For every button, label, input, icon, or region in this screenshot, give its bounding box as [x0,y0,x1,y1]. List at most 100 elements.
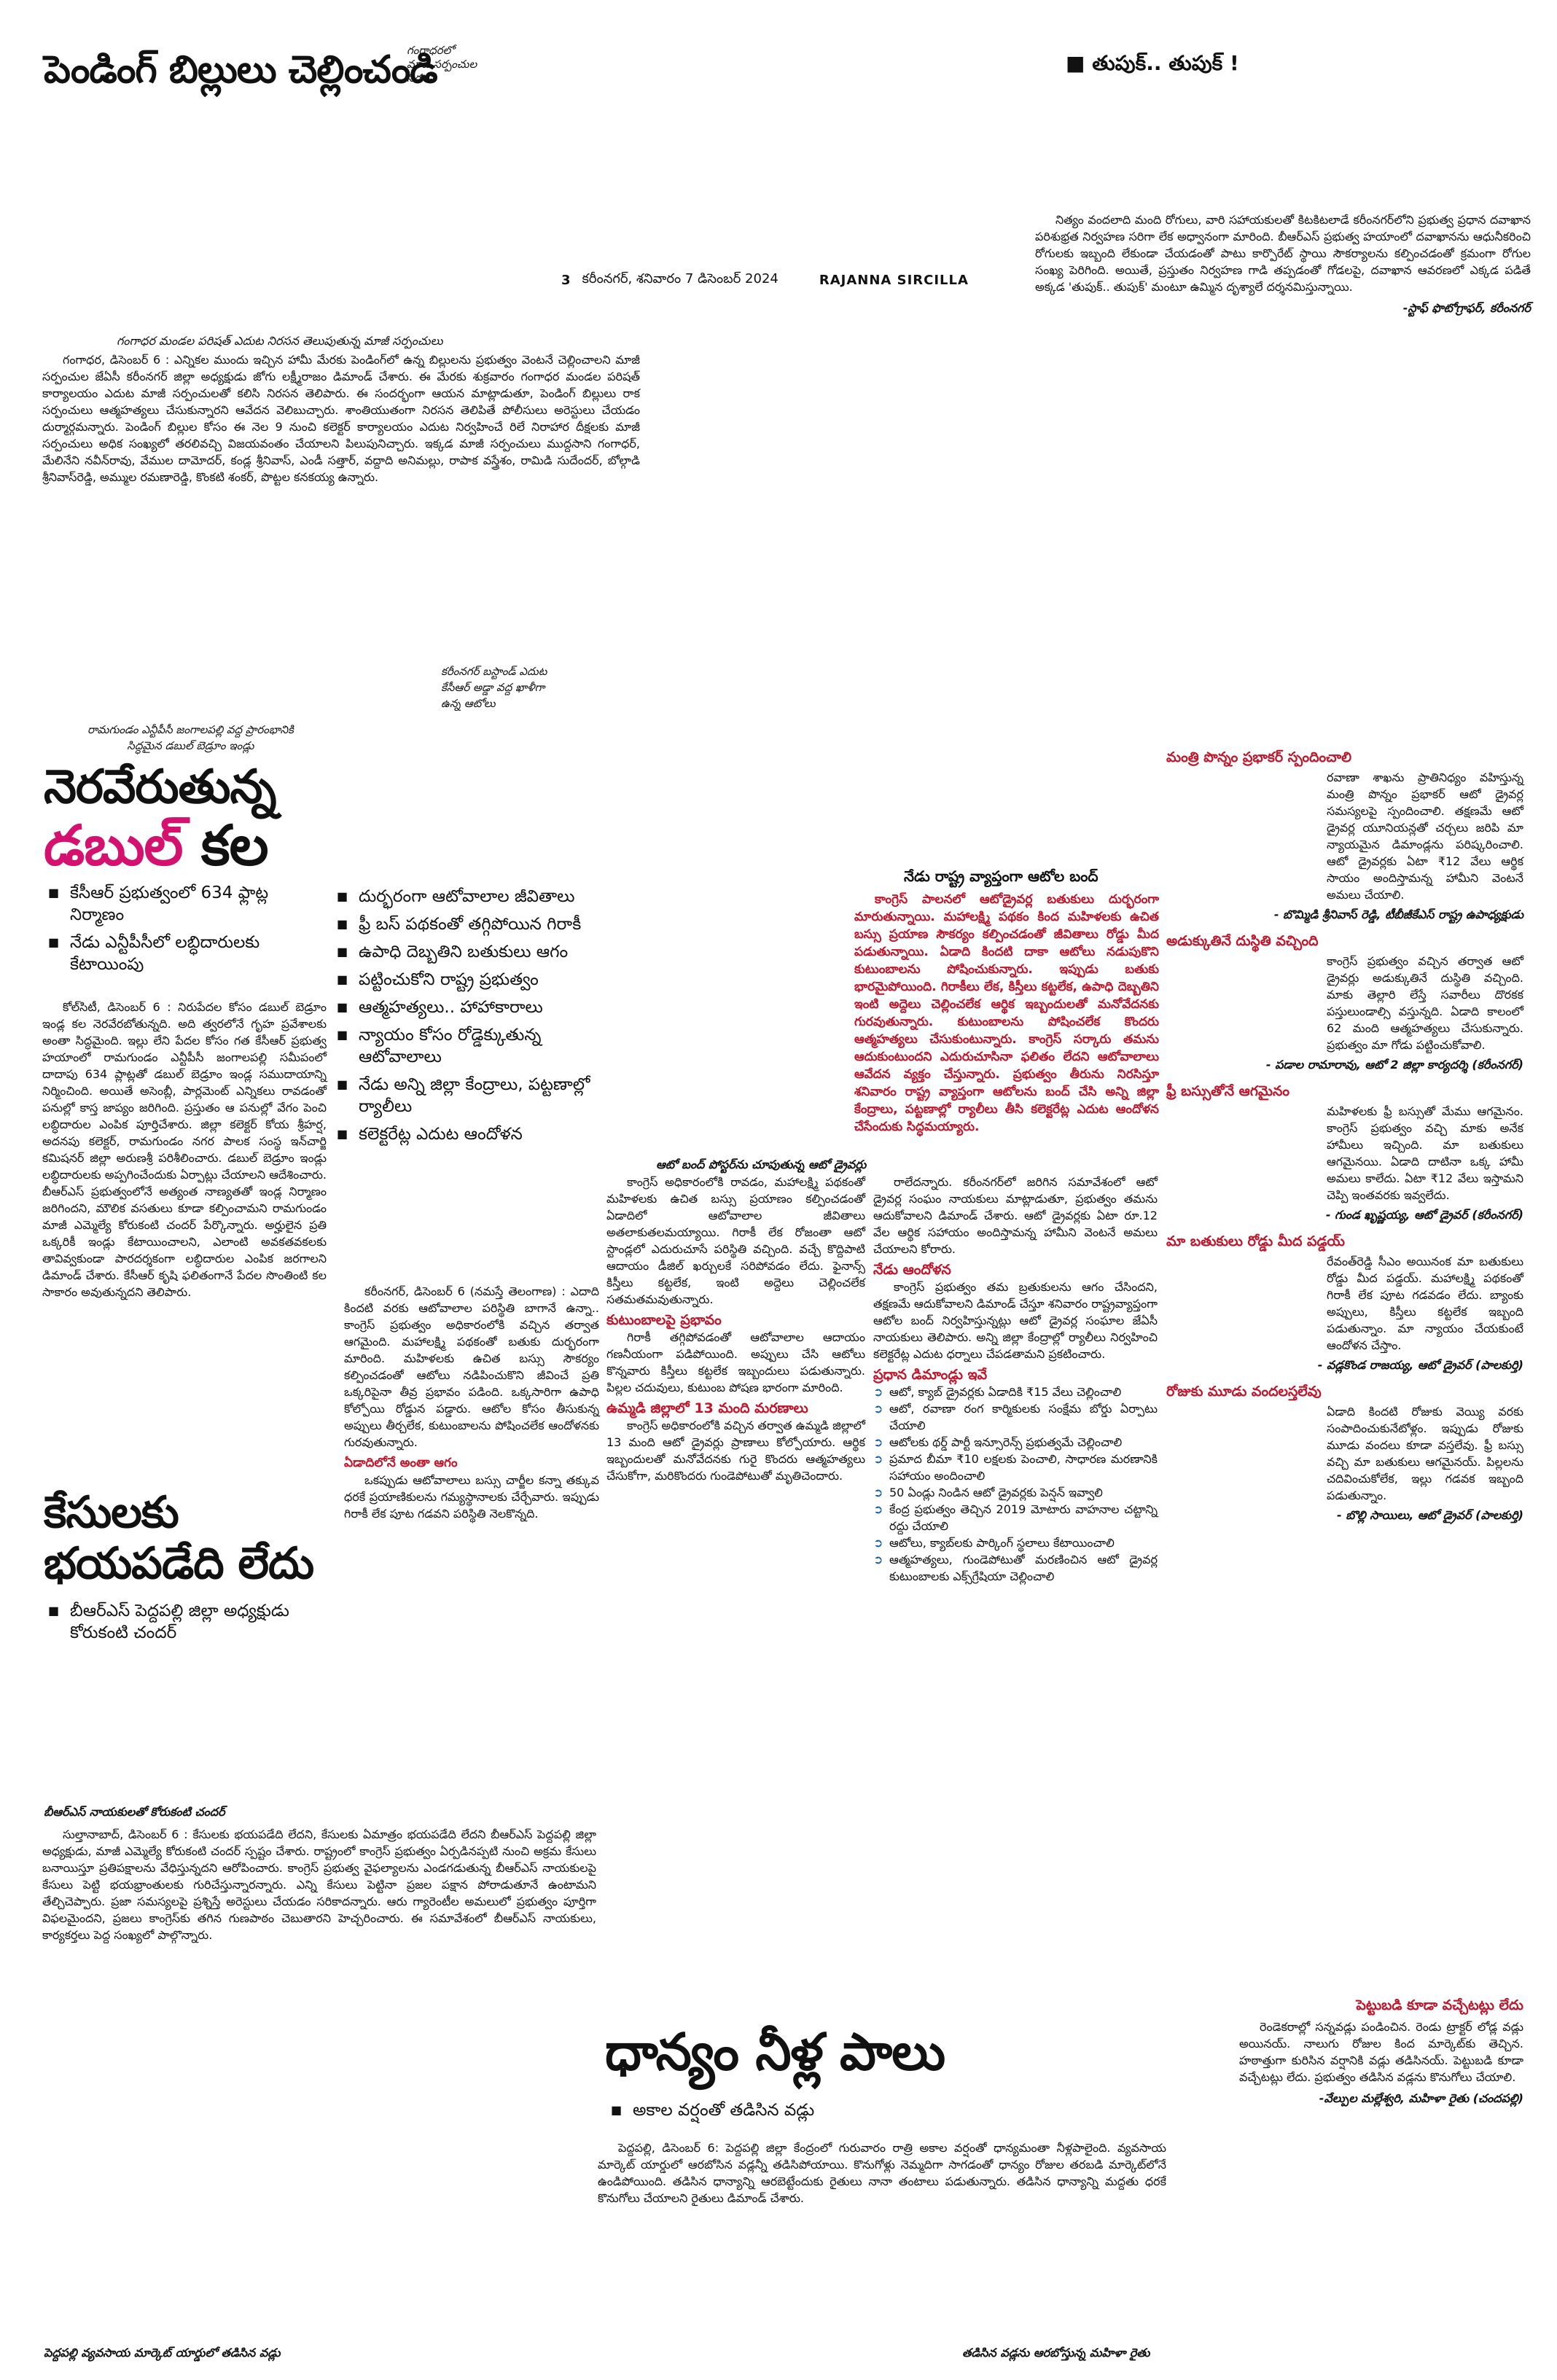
grain-headline: ధాన్యం నీళ్ల పాలు [605,2022,945,2082]
double-bed-bullet: నేడు ఎన్టీపీసీలో లబ్ధిదారులకు కేటాయింపు [45,932,322,975]
voice-credit: - బొల్లి సాయిలు, ఆటో డ్రైవర్ (పాలకుర్తి) [1337,1508,1523,1522]
auto-col-1: కరీంనగర్, డిసెంబర్ 6 (నమస్తే తెలంగాణ) : … [344,1283,599,1526]
page-number: 3 [561,273,571,288]
tupuk-title: తుపుక్.. తుపుక్ ! [1092,51,1239,75]
pending-bills-side-caption: గంగాధరలో మాజీ సర్పంచుల నిరసన [407,44,477,85]
folio: 3 కరీంనగర్, శనివారం 7 డిసెంబర్ 2024 RAJA… [561,271,1035,289]
voice-head: ఫ్రీ బస్సుతోనే ఆగమైనం [1166,1083,1289,1099]
dateline: కరీంనగర్, శనివారం 7 డిసెంబర్ 2024 [582,271,778,286]
arrow-icon: ➲ [873,1385,883,1399]
voice-credit: - పడాల రామారావు, ఆటో 2 జిల్లా కార్యదర్శి… [1265,1058,1523,1072]
grain-paragraph: పెద్దపల్లి, డిసెంబర్ 6: పెద్దపల్లి జిల్ల… [598,2141,1166,2205]
caption-line: కేసీఆర్ అడ్డా వద్ద ఖాళీగా [441,681,545,694]
cases-body: సుల్తానాబాద్, డిసెంబర్ 6 : కేసులకు భయపడే… [42,1826,596,1948]
edition-name: RAJANNA SIRCILLA [819,273,969,288]
tractor-credit: -వేల్పుల మల్లేశ్వరి, మహిళా రైతు (చందపల్ల… [1319,2091,1523,2105]
pending-bills-photo-caption: గంగాధర మండల పరిషత్ ఎదుట నిరసన తెలుపుతున్… [117,334,443,348]
demand-text: 50 ఏండ్లు నిండిన ఆటో డ్రైవర్లకు పెన్షన్ … [889,1486,1103,1499]
caption-line: ఉన్న ఆటోలు [441,697,496,710]
side-caption-line: మాజీ సర్పంచుల [407,58,477,71]
auto-bullet: పట్టించుకోని రాష్ట్ర ప్రభుత్వం [334,969,596,991]
auto-red-box: కాంగ్రెస్ పాలనలో ఆటోడ్రైవర్ల బతుకులు దుర… [854,891,1159,1140]
voice-block: మా బతుకులు రోడ్డు మీద పడ్డయ్ రేవంత్‌రెడ్… [1166,1233,1523,1373]
voice-credit: - వడ్లకొండ రాజయ్య, ఆటో డ్రైవర్ (పాలకుర్త… [1317,1358,1523,1372]
demand-item: ➲ ఆటోలు, క్యాబ్‌లకు పార్కింగ్ స్థలాలు కేట… [873,1534,1158,1551]
voice-block: మంత్రి పొన్నం ప్రభాకర్ స్పందించాలి రవాణా… [1166,749,1523,923]
demand-text: ఆటోలు, క్యాబ్‌లకు పార్కింగ్ స్థలాలు కేటా… [889,1536,1115,1550]
arrow-icon: ➲ [873,1553,883,1566]
pending-bills-body: గంగాధర, డిసెంబర్ 6 : ఎన్నికల ముందు ఇచ్చి… [42,351,640,490]
bullet-icon: ■ [1066,51,1093,75]
double-bed-bullets: కేసీఆర్ ప్రభుత్వంలో 634 ఫ్లాట్ల నిర్మాణం… [45,882,322,981]
auto-paragraph: కాంగ్రెస్ అధికారంలోకి రావడం, మహాలక్ష్మి … [606,1175,865,1306]
auto-bullet: కలెక్టరేట్ల ఎదుట ఆందోళన [334,1123,596,1145]
auto-col-2: కాంగ్రెస్ అధికారంలోకి రావడం, మహాలక్ష్మి … [606,1174,865,1489]
tupuk-credit: -స్టాఫ్ ఫొటోగ్రాఫర్, కరీంనగర్ [1402,301,1531,315]
auto-bullet: ఉపాధి దెబ్బతిని బతుకులు ఆగం [334,941,596,963]
demand-item: ➲ ప్రమాద బీమా ₹10 లక్షలకు పెంచాలి, సాధారణ… [873,1451,1158,1484]
auto-bullet: నేడు అన్ని జిల్లా కేంద్రాలు, పట్టణాల్లో … [334,1074,596,1117]
auto-bullet: న్యాయం కోసం రోడ్డెక్కుతున్న ఆటోవాలాలు [334,1024,596,1068]
demand-text: ఆటో, రవాణా రంగ కార్మికులకు సంక్షేమ బోర్డ… [889,1402,1158,1432]
pending-bills-headline: పెండింగ్ బిల్లులు చెల్లించండి [44,48,438,92]
pending-bills-paragraph: గంగాధర, డిసెంబర్ 6 : ఎన్నికల ముందు ఇచ్చి… [42,353,640,484]
demand-item: ➲ ఆటో, క్యాబ్ డ్రైవర్లకు ఏడాదికి ₹15 వేలు… [873,1384,1158,1400]
demand-item: ➲ ఆటో, రవాణా రంగ కార్మికులకు సంక్షేమ బోర్… [873,1400,1158,1434]
demands-list: ➲ ఆటో, క్యాబ్ డ్రైవర్లకు ఏడాదికి ₹15 వేలు… [873,1384,1158,1585]
tupuk-headline: ■ తుపుక్.. తుపుక్ ! [1066,51,1239,80]
voice-head: అడుక్కుతినే దుస్థితి వచ్చింది [1166,933,1319,949]
auto-paragraph: కరీంనగర్, డిసెంబర్ 6 (నమస్తే తెలంగాణ) : … [344,1284,599,1449]
demand-text: ఆటోలకు థర్డ్ పార్టీ ఇన్సూరెన్స్ ప్రభుత్వ… [889,1435,1123,1449]
double-bed-headline-line2: డబుల్ కల [44,818,268,873]
demand-item: ➲ ఆత్మహత్యలు, గుండెపోటుతో మరణించిన ఆటో డ్… [873,1551,1158,1585]
busstand-photo-caption: కరీంనగర్ బస్టాండ్ ఎదుట కేసీఆర్ అడ్డా వద్… [441,663,547,711]
cases-bullets: బీఆర్ఎస్ పెద్దపల్లి జిల్లా అధ్యక్షుడు కో… [45,1600,351,1650]
caption-line: కరీంనగర్ బస్టాండ్ ఎదుట [441,665,547,678]
voice-credit: - బొమ్మిడి శ్రీనివాస్ రెడ్డి, టీబీజీకేఎస… [1273,908,1523,921]
vanish-subhead: ఏడాదిలోనే అంతా ఆగం [344,1456,458,1470]
auto-paragraph: కాంగ్రెస్ ప్రభుత్వం తమ బ్రతుకులను ఆగం చే… [873,1280,1158,1361]
voice-text: రవాణా శాఖను ప్రాతినిధ్యం వహిస్తున్న మంత్… [1327,770,1523,902]
caption-line: రామగుండం ఎన్టీపీసీ జంగాలపల్లి వద్ద ప్రార… [87,723,294,736]
demand-item: ➲ 50 ఏండ్లు నిండిన ఆటో డ్రైవర్లకు పెన్షన్… [873,1484,1158,1501]
auto-bullet: ఆత్మహత్యలు.. హాహాకారాలు [334,996,596,1018]
auto-paragraph: గిరాకీ తగ్గిపోవడంతో ఆటోవాలాల ఆదాయం గణనీయ… [606,1330,865,1394]
double-bed-body: కోల్‌సిటీ, డిసెంబర్ 6 : నిరుపేదల కోసం డబ… [42,999,327,1305]
voice-credit: - గుండ ఖృష్ణయ్య, ఆటో డ్రైవర్ (కరీంనగర్) [1325,1208,1523,1222]
grain-caption-left: పెద్దపల్లి వ్యవసాయ మార్కెట్ యార్డులో తడి… [44,2346,281,2360]
auto-bullet: ఫ్రీ బస్ పథకంతో తగ్గిపోయిన గిరాకీ [334,913,596,935]
demand-item: ➲ కేంద్ర ప్రభుత్వం తెచ్చిన 2019 మోటారు వా… [873,1501,1158,1534]
arrow-icon: ➲ [873,1502,883,1516]
red-box-paragraph: కాంగ్రెస్ పాలనలో ఆటోడ్రైవర్ల బతుకులు దుర… [854,892,1159,1134]
voice-text: ఏడాది కిందటి రోజుకు వెయ్యి వరకు సంపాదించ… [1327,1405,1523,1502]
cases-paragraph: సుల్తానాబాద్, డిసెంబర్ 6 : కేసులకు భయపడే… [42,1827,596,1942]
auto-paragraph: రాలేదన్నారు. కరీంనగర్‌లో జరిగిన సమావేశంల… [873,1175,1158,1256]
double-bed-headline-rest: కల [200,813,269,878]
tractor-text: రెండెకరాల్లో సన్నవడ్లు పండించిన. రెండు ట… [1239,2020,1523,2084]
tupuk-body: నిత్యం వందలాది మంది రోగులు, వారి సహాయకుల… [1035,211,1531,316]
tupuk-paragraph: నిత్యం వందలాది మంది రోగులు, వారి సహాయకుల… [1035,213,1531,294]
double-bed-paragraph: కోల్‌సిటీ, డిసెంబర్ 6 : నిరుపేదల కోసం డబ… [42,1000,327,1299]
voices-column: మంత్రి పొన్నం ప్రభాకర్ స్పందించాలి రవాణా… [1166,749,1523,1534]
protest-subhead: నేడు ఆందోళన [873,1262,951,1278]
voice-head: మంత్రి పొన్నం ప్రభాకర్ స్పందించాలి [1166,749,1352,765]
demand-text: ఆత్మహత్యలు, గుండెపోటుతో మరణించిన ఆటో డ్ర… [889,1553,1158,1583]
double-bed-headline-line1: నెరవేరుతున్న [44,760,276,814]
grain-body: పెద్దపల్లి, డిసెంబర్ 6: పెద్దపల్లి జిల్ల… [598,2139,1166,2211]
tractor-quote: పెట్టుబడి కూడా వచ్చేటట్లు లేదు రెండెకరాల… [1239,1997,1523,2107]
side-caption-line: గంగాధరలో [407,44,455,57]
demand-item: ➲ ఆటోలకు థర్డ్ పార్టీ ఇన్సూరెన్స్ ప్రభుత్… [873,1434,1158,1451]
voice-text: మహిళలకు ఫ్రీ బస్సుతో మేము ఆగమైనం. కాంగ్ర… [1327,1104,1523,1202]
arrow-icon: ➲ [873,1536,883,1550]
auto-bullet: దుర్భరంగా ఆటోవాలాల జీవితాలు [334,886,596,908]
voice-head: రోజుకు మూడు వందలస్తలేవు [1166,1384,1322,1400]
voice-block: ఫ్రీ బస్సుతోనే ఆగమైనం మహిళలకు ఫ్రీ బస్సు… [1166,1083,1523,1223]
arrow-icon: ➲ [873,1435,883,1449]
deaths-subhead: ఉమ్మడి జిల్లాలో 13 మంది మరణాలు [606,1400,808,1416]
auto-col-3: రాలేదన్నారు. కరీంనగర్‌లో జరిగిన సమావేశంల… [873,1174,1158,1585]
arrow-icon: ➲ [873,1402,883,1416]
tractor-head: పెట్టుబడి కూడా వచ్చేటట్లు లేదు [1356,1997,1523,2013]
auto-sub-bullets: దుర్భరంగా ఆటోవాలాల జీవితాలు ఫ్రీ బస్ పథక… [334,886,596,1151]
ntpc-photo-caption: రామగుండం ఎన్టీపీసీ జంగాలపల్లి వద్ద ప్రార… [87,722,294,754]
demands-subhead: ప్రధాన డిమాండ్లు ఇవే [873,1367,988,1383]
